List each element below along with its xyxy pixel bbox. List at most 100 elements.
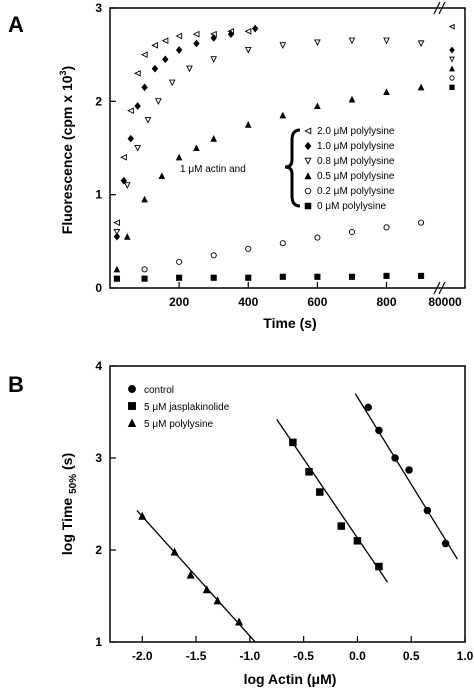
legend-label: 0.8 μM polylysine bbox=[317, 156, 395, 167]
panel-a-series-4-point bbox=[383, 224, 390, 231]
legend-label: 0.5 μM polylysine bbox=[317, 171, 395, 182]
legend-label: 2.0 μM polylysine bbox=[317, 126, 395, 137]
panel-b-series-2-fit-line bbox=[136, 510, 256, 643]
legend-label: 0 μM polylysine bbox=[317, 201, 387, 212]
panel-a-x-axis-title: Time (s) bbox=[263, 315, 316, 331]
panel-a-series-2-point bbox=[123, 182, 131, 189]
legend-label: 5 μM jasplakinolide bbox=[144, 402, 230, 413]
legend-marker bbox=[304, 202, 312, 210]
panel-a-y-axis-title-sup: 3 bbox=[58, 70, 68, 75]
panel-a-series-5-point bbox=[141, 275, 148, 282]
panel-a-frame bbox=[109, 7, 466, 289]
panel-a-series-0-endpoint bbox=[448, 23, 455, 30]
panel-a-series-2-point bbox=[210, 56, 218, 63]
panel-a-series-4-endpoint bbox=[449, 75, 455, 81]
panel-a-series-3-point bbox=[314, 102, 321, 110]
panel-b-series-2-point bbox=[235, 617, 244, 626]
panel-a-series-5-point bbox=[245, 274, 252, 281]
panel-a-series-4-point bbox=[279, 240, 286, 247]
panel-a-x-break-label: 80000 bbox=[428, 295, 462, 309]
panel-a-series-3-endpoint bbox=[449, 65, 455, 72]
panel-a-series-1-point bbox=[227, 30, 235, 38]
panel-a-series-3-point bbox=[113, 265, 121, 273]
panel-a-series-0-point bbox=[161, 37, 169, 44]
panel-a-bottom-break-mark-2 bbox=[438, 281, 446, 295]
panel-a-letter: A bbox=[8, 12, 24, 37]
panel-a-series-5-point bbox=[176, 274, 183, 281]
panel-b-series-0-point bbox=[364, 403, 372, 412]
panel-a: A 200 400 600 800 80000 0 1 2 3 1 μM actin and 2… bbox=[8, 1, 466, 331]
panel-a-series-5-endpoint bbox=[449, 84, 455, 90]
panel-b-x-tick-label: -1.0 bbox=[240, 649, 261, 663]
legend-marker bbox=[128, 402, 136, 410]
panel-a-series-2-point bbox=[417, 40, 425, 48]
panel-a-series-4-point bbox=[314, 234, 321, 241]
panel-a-series-3-point bbox=[141, 195, 148, 203]
panel-b-series-2-point bbox=[138, 511, 147, 520]
panel-a-series-0-point bbox=[244, 28, 252, 35]
panel-a-series-2-point bbox=[155, 98, 162, 105]
panel-b-x-tick-label: -0.5 bbox=[293, 649, 314, 663]
legend-marker bbox=[304, 141, 312, 151]
panel-b-series-2-point bbox=[186, 570, 195, 579]
panel-b-series-2-point bbox=[213, 596, 222, 605]
panel-a-series-1-point bbox=[251, 24, 259, 33]
panel-b-points bbox=[138, 403, 450, 626]
panel-b-legend: control 5 μM jasplakinolide 5 μM polylysin… bbox=[127, 385, 230, 430]
panel-a-ticks: 200 400 600 800 80000 0 1 2 3 bbox=[95, 1, 462, 309]
panel-a-series-1-endpoint bbox=[449, 46, 455, 54]
panel-a-series-2-point bbox=[186, 65, 193, 73]
panel-b-series-0-point bbox=[375, 426, 383, 435]
panel-a-series-4-point bbox=[418, 219, 425, 226]
panel-b-series-1-fit-line bbox=[276, 418, 389, 583]
legend-label: 0.2 μM polylysine bbox=[317, 186, 395, 197]
panel-a-top-break-mark-1 bbox=[433, 1, 441, 15]
panel-a-series-4-point bbox=[176, 258, 183, 265]
panel-a-series-5-point bbox=[113, 275, 120, 282]
panel-a-series-2-point bbox=[383, 37, 390, 45]
panel-a-y-tick-label: 0 bbox=[95, 281, 102, 295]
panel-a-series-0-point bbox=[127, 107, 134, 114]
panel-a-series-1-point bbox=[113, 232, 121, 241]
panel-a-series-0-point bbox=[120, 154, 127, 161]
legend-label: control bbox=[144, 385, 174, 396]
panel-a-series-1-point bbox=[120, 176, 128, 185]
panel-a-series-0-point bbox=[192, 30, 200, 38]
panel-a-series-1-point bbox=[151, 64, 159, 73]
panel-a-series-2-point bbox=[144, 116, 152, 124]
panel-b-series-1-point bbox=[337, 522, 346, 530]
panel-b-series-1-point bbox=[305, 468, 313, 476]
legend-prefix: 1 μM actin and bbox=[180, 164, 246, 175]
panel-a-series-3-point bbox=[348, 95, 356, 103]
panel-b-series-0-point bbox=[441, 539, 450, 548]
panel-a-series-3-point bbox=[175, 153, 183, 161]
panel-a-series-5-point bbox=[314, 273, 321, 280]
panel-b-x-axis-title-main: log Actin ( bbox=[244, 671, 312, 687]
panel-a-series-4-point bbox=[245, 245, 252, 252]
panel-a-series-3-point bbox=[193, 144, 200, 152]
panel-a-series-3-point bbox=[279, 111, 287, 119]
panel-a-points bbox=[113, 23, 455, 282]
legend-marker bbox=[304, 187, 312, 195]
panel-b-series-2-point bbox=[202, 585, 211, 594]
panel-a-series-1-point bbox=[175, 46, 183, 54]
panel-a-series-2-point bbox=[348, 37, 356, 45]
panel-a-series-0-point bbox=[140, 51, 148, 58]
panel-b-x-axis-title-unit: μM bbox=[312, 671, 332, 687]
panel-b-y-axis-title: log Time 50% (s) bbox=[59, 453, 79, 555]
panel-b-series-0-point bbox=[391, 454, 399, 462]
legend-marker bbox=[304, 157, 312, 165]
panel-b-letter: B bbox=[8, 372, 24, 397]
panel-b-series-1-point bbox=[289, 438, 297, 447]
panel-a-series-0-point bbox=[151, 42, 158, 49]
panel-b-y-axis-title-tail: (s) bbox=[59, 453, 75, 474]
panel-a-x-tick-label: 800 bbox=[377, 295, 397, 309]
panel-a-legend: 1 μM actin and 2.0 μM polylysine 1.0 μM p… bbox=[180, 126, 395, 212]
panel-b-fit-lines bbox=[136, 393, 459, 643]
panel-a-x-tick-label: 600 bbox=[307, 295, 327, 309]
panel-a-series-3-point bbox=[158, 172, 166, 180]
panel-a-series-1-point bbox=[162, 55, 169, 64]
legend-marker bbox=[304, 172, 312, 180]
panel-a-series-5-point bbox=[210, 274, 217, 281]
panel-a-top-break-mark-2 bbox=[438, 1, 446, 15]
